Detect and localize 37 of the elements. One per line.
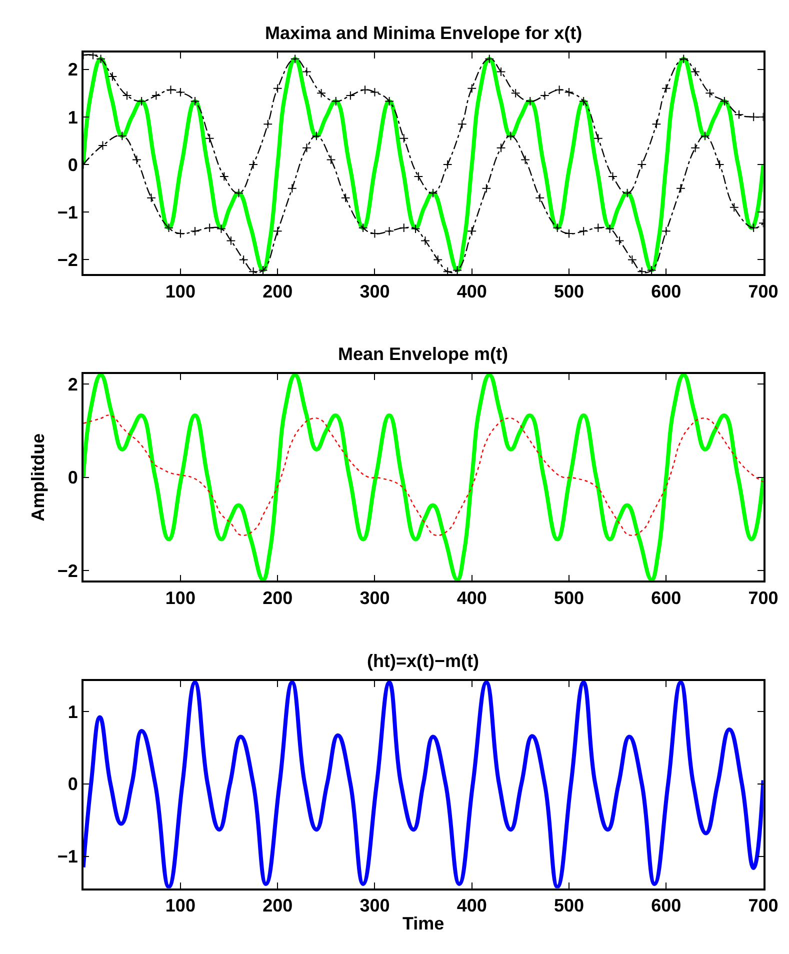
x-tick-label: 100: [165, 281, 196, 302]
y-tick-label: 2: [68, 374, 78, 395]
y-tick-label: 0: [68, 774, 78, 794]
y-tick-label: −2: [57, 560, 78, 581]
x-tick-label: 300: [360, 281, 390, 302]
x-tick-label: 700: [748, 588, 778, 608]
x-tick-label: 600: [651, 896, 682, 916]
x-tick-label: 600: [651, 588, 682, 608]
chart-title: (ht)=x(t)−m(t): [367, 651, 479, 671]
x-tick-label: 300: [360, 588, 390, 608]
x-tick-label: 100: [165, 588, 196, 608]
x-tick-label: 100: [165, 896, 196, 916]
x-tick-label: 700: [748, 896, 778, 916]
y-tick-label: 2: [68, 60, 78, 80]
x-tick-label: 500: [554, 588, 584, 608]
x-tick-label: 400: [456, 896, 487, 916]
y-axis-title: Amplitdue: [28, 433, 48, 522]
x-tick-label: 400: [456, 588, 487, 608]
x-tick-label: 200: [262, 588, 293, 608]
y-tick-label: −1: [57, 846, 78, 867]
x-tick-label: 700: [748, 281, 778, 302]
y-tick-label: 1: [68, 702, 78, 722]
y-tick-label: 1: [68, 107, 78, 128]
chart-title: Maxima and Minima Envelope for x(t): [265, 23, 582, 43]
y-tick-label: −1: [57, 202, 78, 222]
x-tick-label: 200: [262, 281, 293, 302]
y-tick-label: 0: [68, 154, 78, 175]
x-tick-label: 600: [651, 281, 682, 302]
x-tick-label: 300: [360, 896, 390, 916]
x-tick-label: 200: [262, 896, 293, 916]
x-tick-label: 400: [456, 281, 487, 302]
x-tick-label: 500: [554, 281, 584, 302]
y-tick-label: 0: [68, 468, 78, 488]
x-axis-title: Time: [402, 913, 444, 934]
x-tick-label: 500: [554, 896, 584, 916]
y-tick-label: −2: [57, 250, 78, 270]
chart-title: Mean Envelope m(t): [338, 344, 508, 364]
